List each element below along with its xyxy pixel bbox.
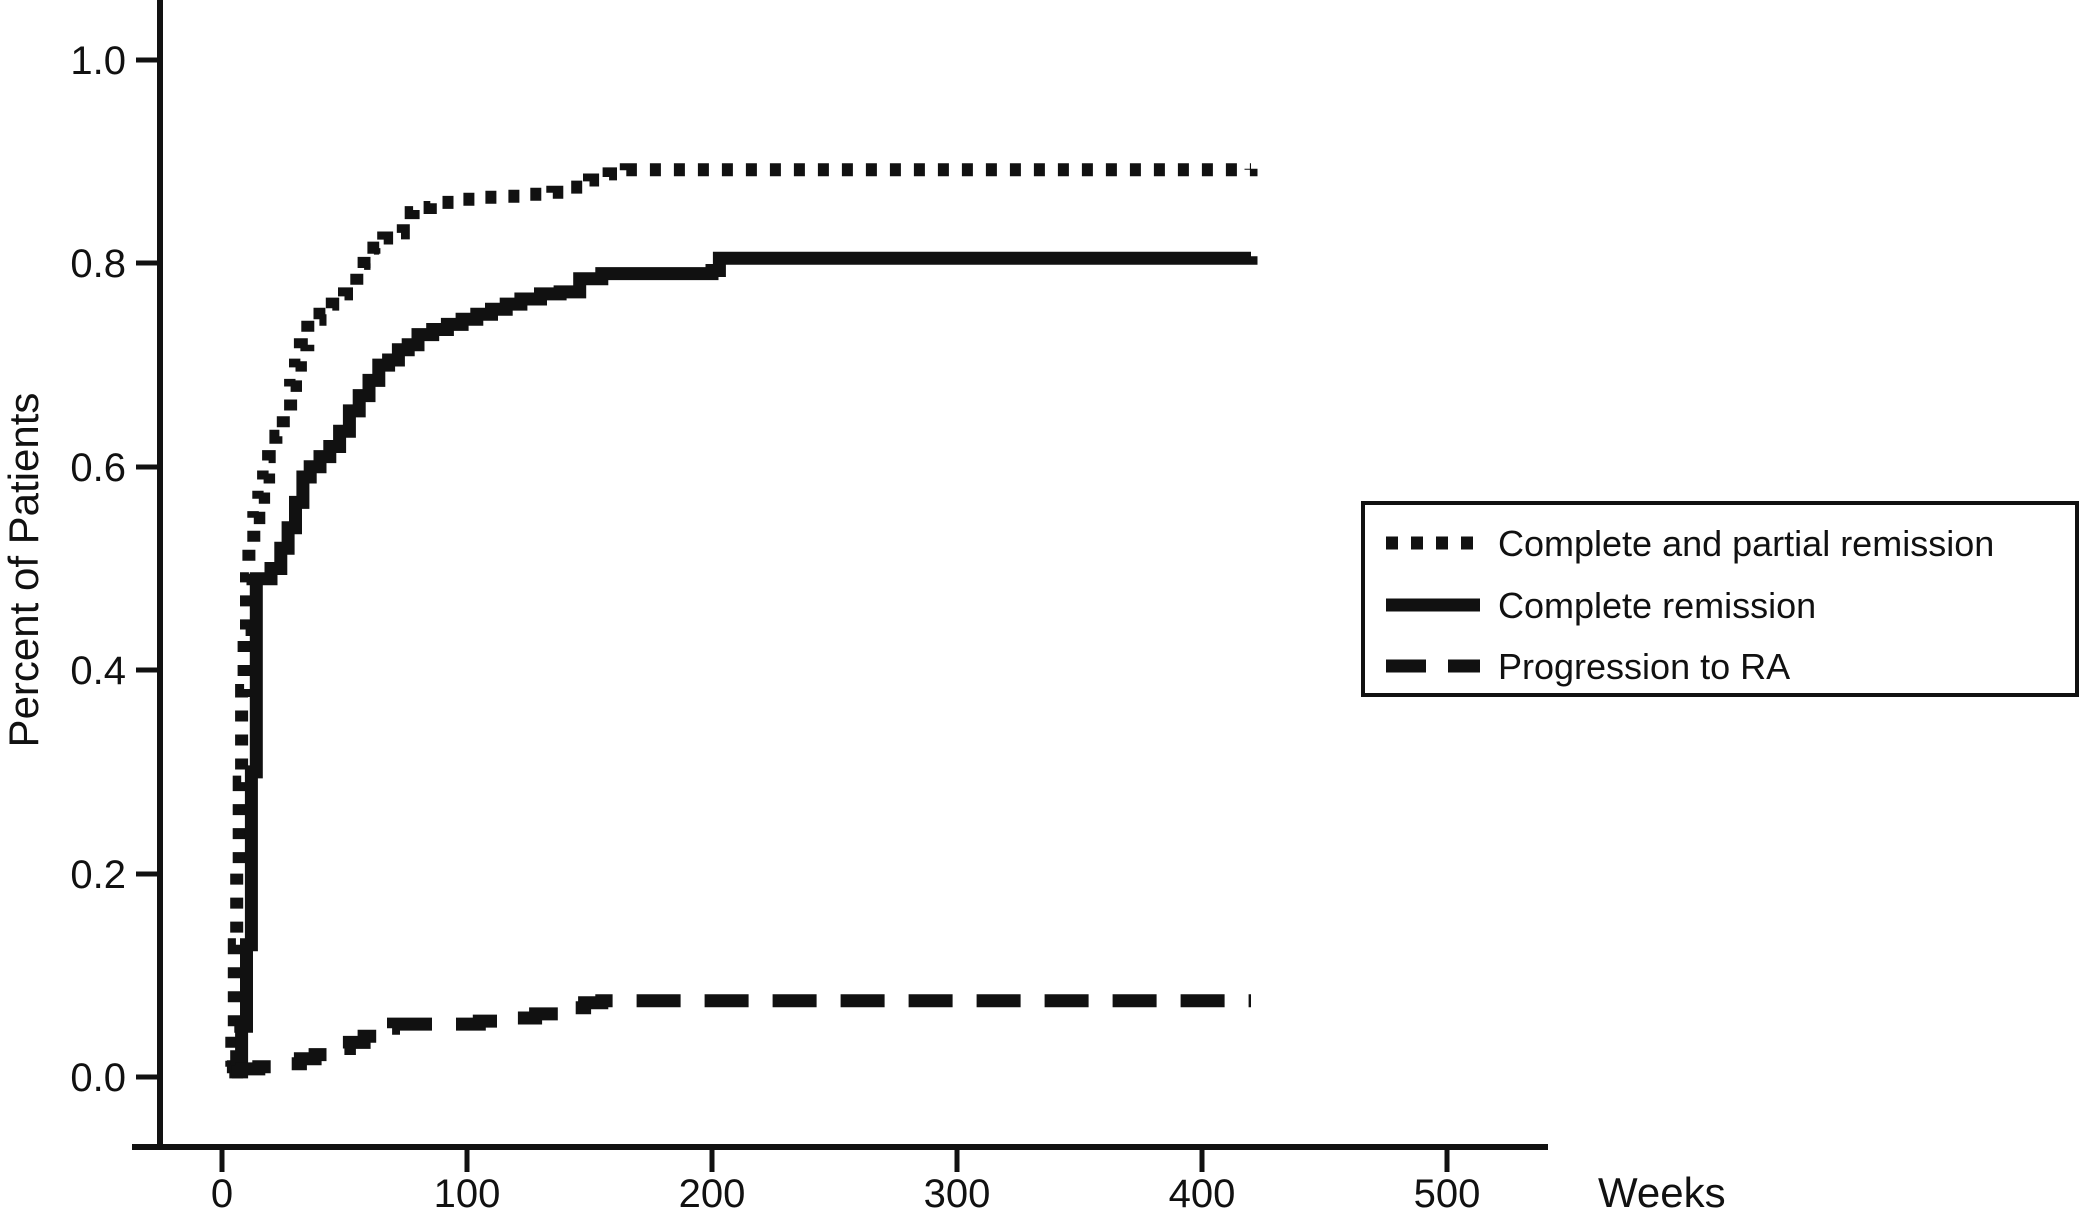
- x-tick-label: 200: [679, 1172, 746, 1213]
- legend-label-dashed: Progression to RA: [1498, 646, 1790, 687]
- x-axis-title: Weeks: [1598, 1169, 1726, 1213]
- series-group: [225, 163, 1258, 1079]
- y-tick-label: 1.0: [70, 39, 126, 83]
- y-tick-label: 0.2: [70, 853, 126, 897]
- x-axis-labels: 0 100 200 300 400 500: [211, 1172, 1481, 1213]
- x-axis-ticks: [219, 1147, 1450, 1172]
- x-tick-label: 400: [1169, 1172, 1236, 1213]
- y-axis-ticks: [136, 57, 160, 1080]
- legend-label-dotted: Complete and partial remission: [1498, 523, 1994, 564]
- legend-label-solid: Complete remission: [1498, 585, 1816, 626]
- series-line-solid: [229, 251, 1258, 1079]
- y-tick-label: 0.6: [70, 446, 126, 490]
- legend: Complete and partial remission Complete …: [1361, 501, 2079, 697]
- y-tick-label: 0.8: [70, 242, 126, 286]
- x-tick-label: 0: [211, 1172, 233, 1213]
- y-tick-label: 0.4: [70, 649, 126, 693]
- series-line-dashed: [231, 994, 1251, 1079]
- y-tick-label: 0.0: [70, 1056, 126, 1100]
- legend-box: [1361, 501, 2079, 697]
- series-line-dotted: [225, 163, 1258, 1074]
- y-axis-title: Percent of Patients: [0, 393, 47, 748]
- x-tick-label: 500: [1414, 1172, 1481, 1213]
- x-tick-label: 100: [434, 1172, 501, 1213]
- x-tick-label: 300: [924, 1172, 991, 1213]
- y-axis-labels: 1.0 0.8 0.6 0.4 0.2 0.0: [70, 39, 126, 1100]
